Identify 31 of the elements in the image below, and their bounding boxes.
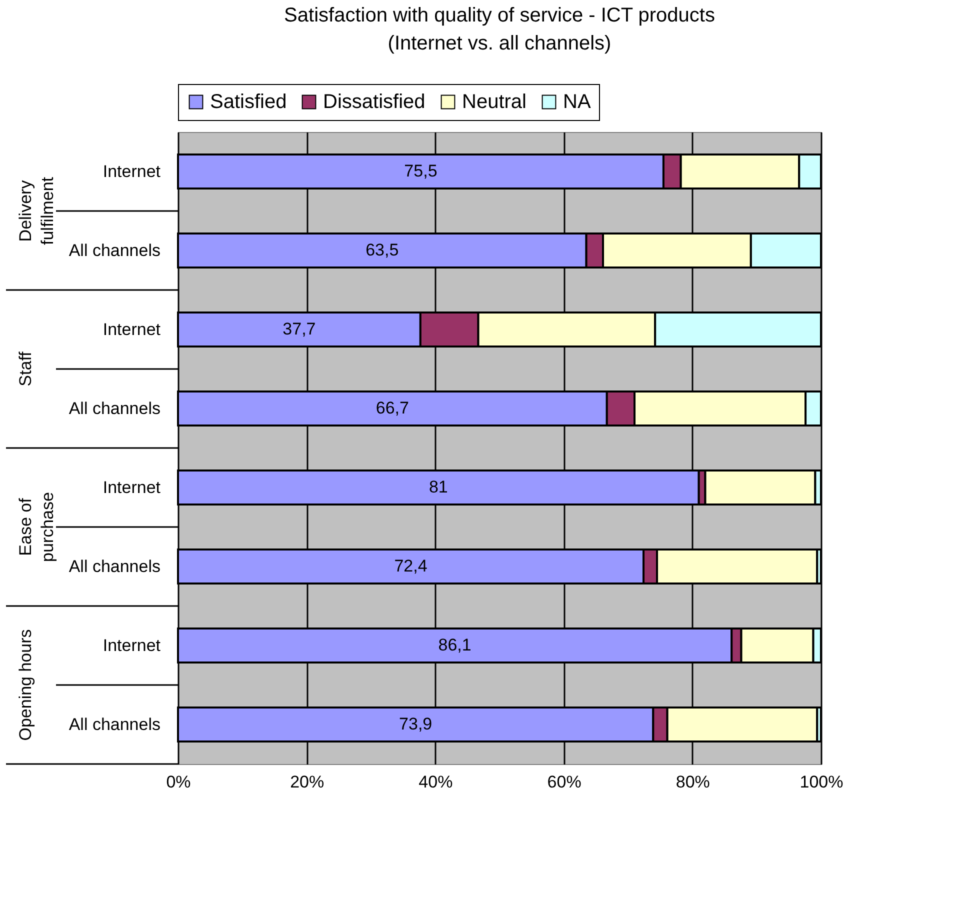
legend-label: Dissatisfied xyxy=(323,91,426,113)
x-tick-label: 60% xyxy=(547,772,582,792)
data-label: 66,7 xyxy=(376,398,409,418)
text: Ease of purchase xyxy=(16,492,57,562)
y-tick-label: Internet xyxy=(102,162,161,181)
legend-label: Satisfied xyxy=(210,91,287,113)
data-label: 75,5 xyxy=(404,162,438,180)
data-label: 73,9 xyxy=(399,714,432,734)
x-tick-label: 20% xyxy=(290,772,324,792)
y-tick-label: All channels xyxy=(68,557,160,576)
x-tick-label: 80% xyxy=(676,772,710,792)
chart-title: Satisfaction with quality of service - ICT products (Internet vs. all channels) xyxy=(284,4,715,54)
y-tick-label: Internet xyxy=(102,636,161,655)
text: Delivery fulfilment xyxy=(16,176,57,246)
y-tick-label: All channels xyxy=(68,241,160,260)
text: Opening hours xyxy=(16,629,35,741)
y-tick-label: Internet xyxy=(102,320,161,339)
y-tick-label: All channels xyxy=(68,399,160,418)
text: Staff xyxy=(16,351,35,386)
data-label: 81 xyxy=(428,478,448,496)
y-tick-label: All channels xyxy=(68,715,160,734)
data-label: 37,7 xyxy=(282,320,316,338)
x-tick-label: 100% xyxy=(800,772,844,792)
data-label: 63,5 xyxy=(366,240,399,260)
x-tick-label: 40% xyxy=(418,772,453,792)
data-label: 72,4 xyxy=(394,556,428,576)
legend-label: Neutral xyxy=(462,91,526,113)
legend-label: NA xyxy=(563,91,592,113)
y-tick-label: Internet xyxy=(102,478,161,497)
x-tick-label: 0% xyxy=(166,772,191,792)
data-label: 86,1 xyxy=(438,636,472,654)
